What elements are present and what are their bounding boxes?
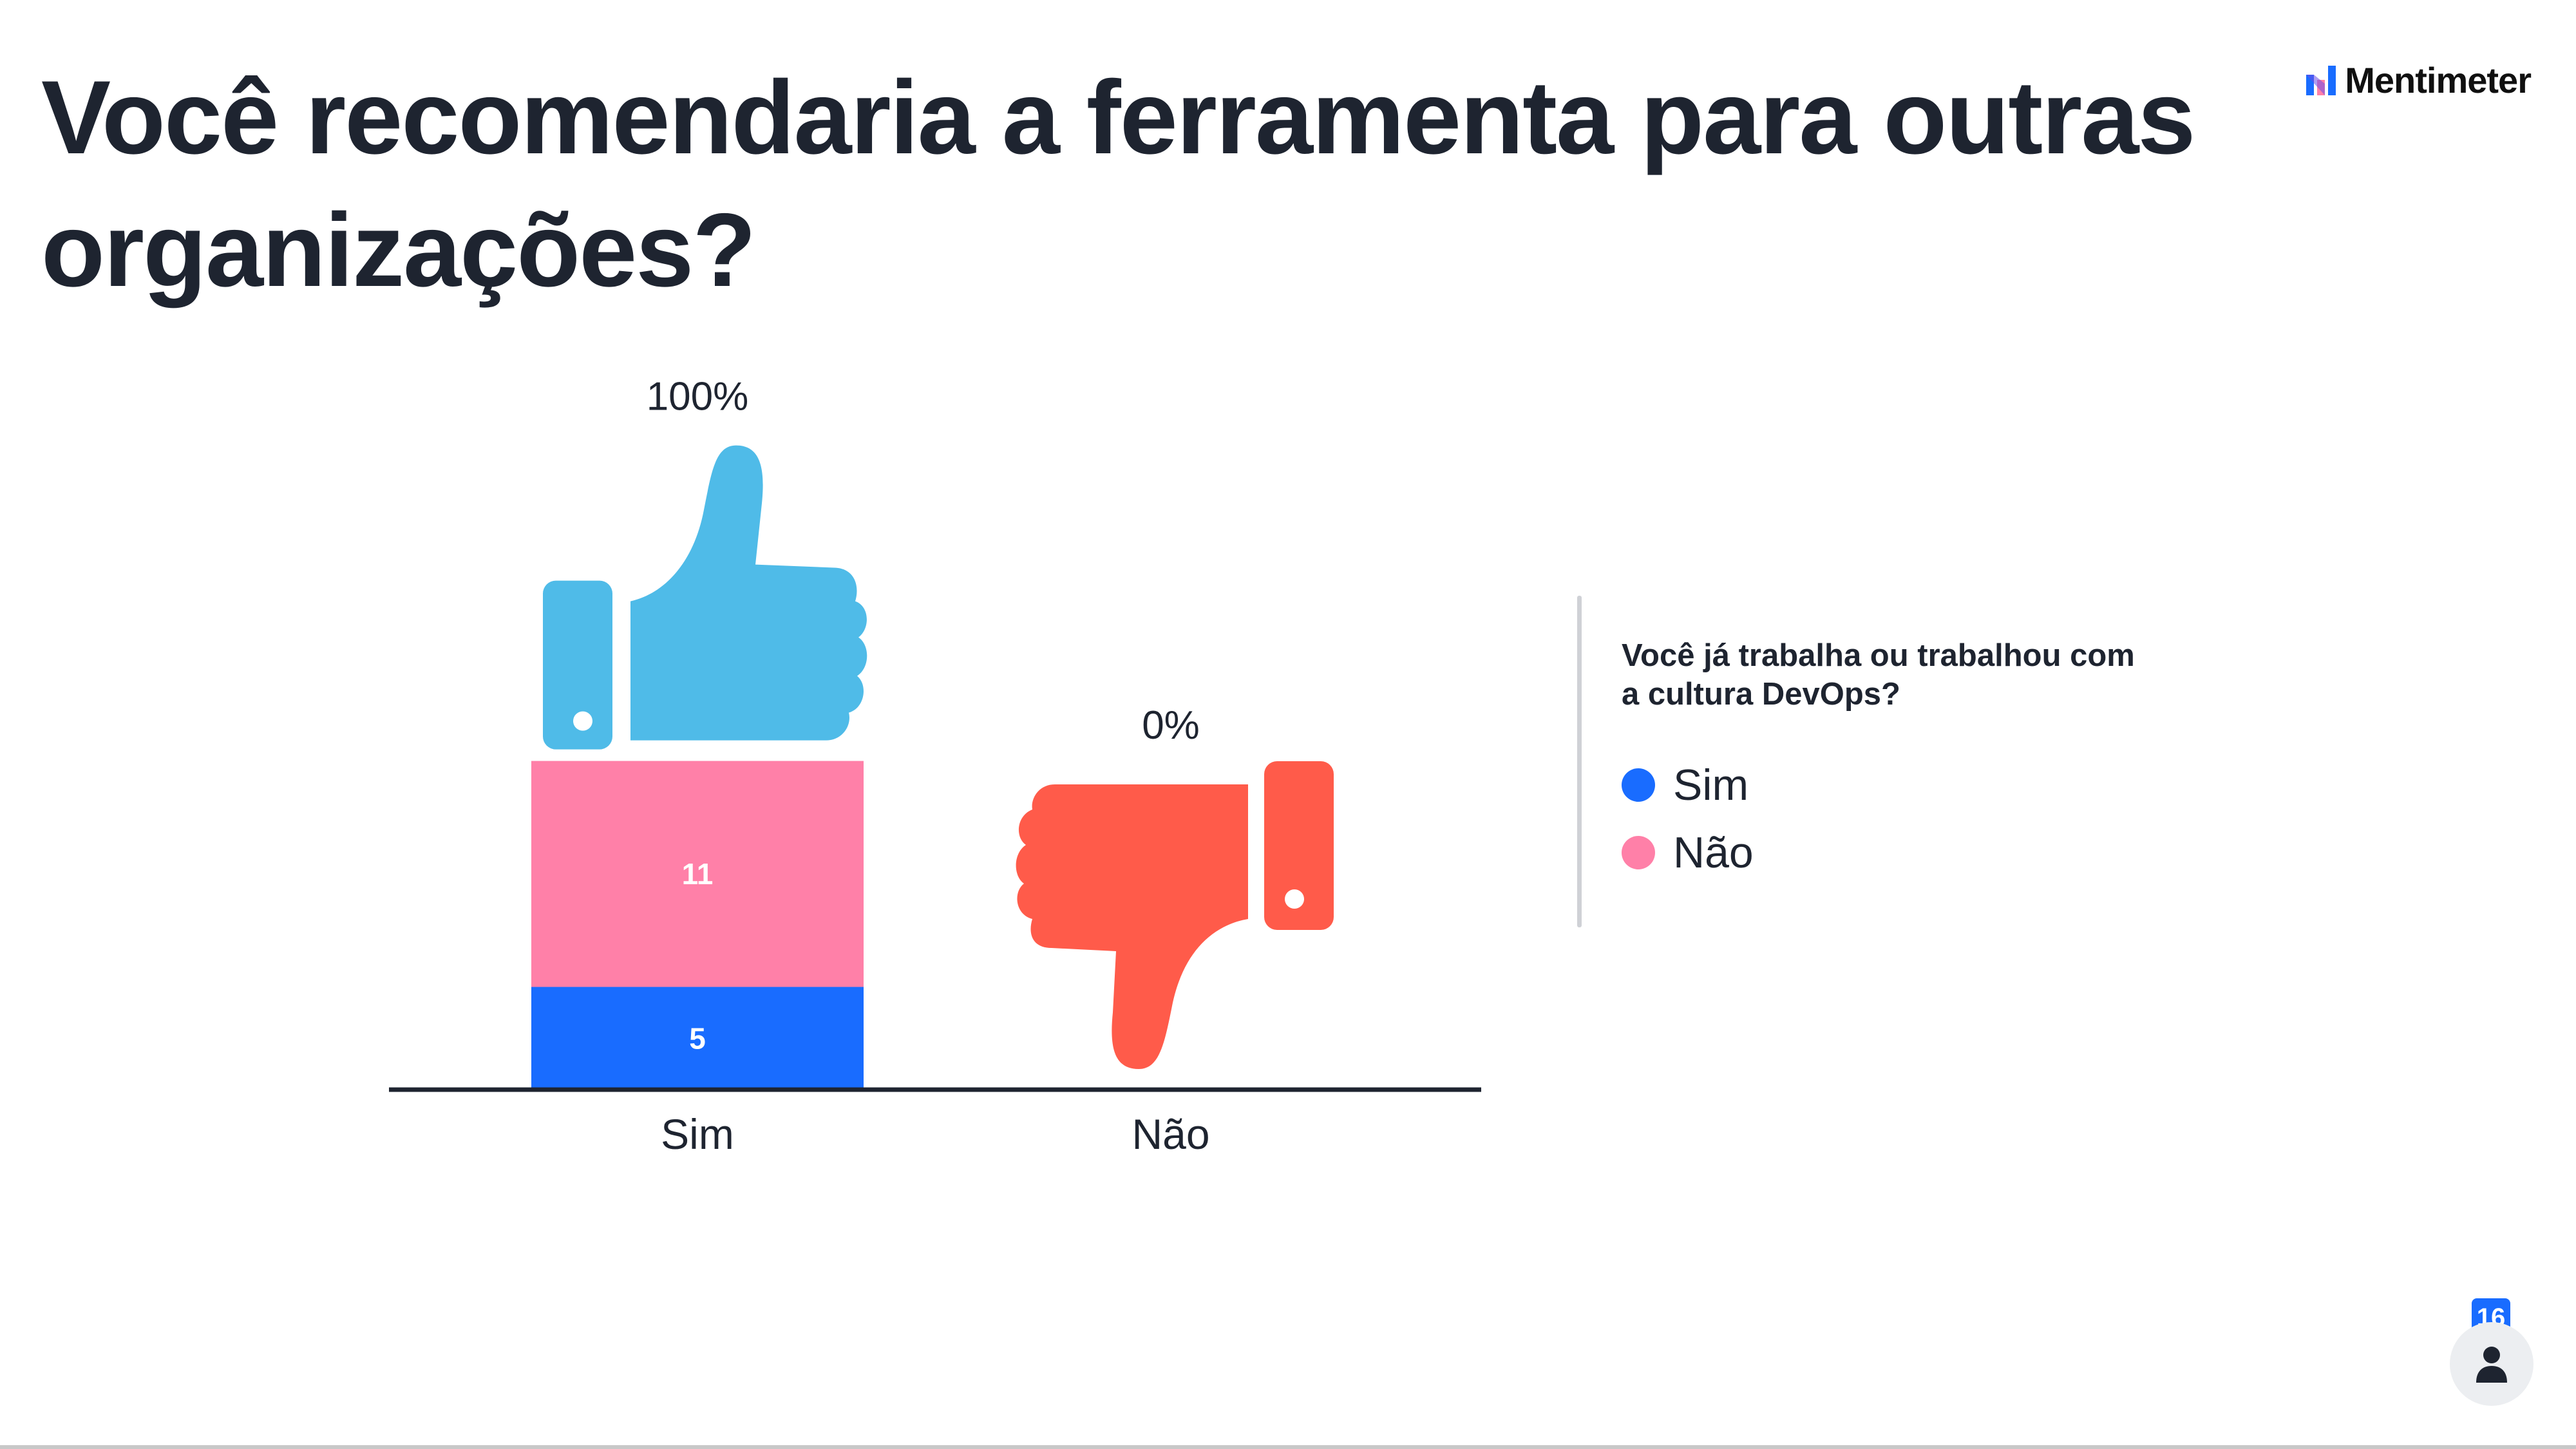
thumbs-up-icon — [543, 445, 867, 750]
participants-button[interactable] — [2450, 1322, 2533, 1406]
thumbs-up-dot — [573, 711, 592, 731]
person-icon — [2476, 1347, 2507, 1383]
bar-sim-sim — [531, 987, 864, 1090]
x-tick-label-1: Não — [1132, 1110, 1209, 1158]
data-label-sim-sim: 5 — [689, 1021, 706, 1055]
legend-swatch-sim — [1622, 768, 1655, 802]
legend-item-nao: Não — [1622, 819, 2137, 886]
thumbs-down-icon — [1016, 761, 1334, 1069]
legend-label-sim: Sim — [1673, 760, 1749, 810]
thumbs-up-hand — [630, 445, 867, 741]
bar-sim-não — [531, 761, 864, 987]
mentimeter-brand: Mentimeter — [2306, 59, 2532, 101]
bottom-border — [0, 1445, 2576, 1449]
legend-title: Você já trabalha ou trabalhou com a cult… — [1622, 638, 2135, 712]
x-tick-label-0: Sim — [661, 1110, 734, 1158]
thumbs-down-hand — [1016, 784, 1248, 1069]
legend-divider — [1577, 596, 1582, 927]
percentage-label-0: 100% — [647, 375, 749, 419]
brand-name: Mentimeter — [2345, 60, 2532, 100]
page-title: Você recomendaria a ferramenta para outr… — [41, 59, 2195, 308]
thumbs-down-cuff — [1264, 761, 1334, 930]
legend-label-nao: Não — [1673, 828, 1754, 877]
thumbs-up-cuff — [543, 580, 612, 750]
legend-swatch-nao — [1622, 835, 1655, 869]
thumbs-down-dot — [1285, 889, 1304, 909]
percentage-label-1: 0% — [1142, 703, 1200, 748]
legend-item-sim: Sim — [1622, 751, 2137, 819]
legend: Você já trabalha ou trabalhou com a cult… — [1622, 636, 2137, 886]
mentimeter-logo-icon — [2306, 65, 2336, 95]
data-label-sim-não: 11 — [682, 857, 714, 891]
